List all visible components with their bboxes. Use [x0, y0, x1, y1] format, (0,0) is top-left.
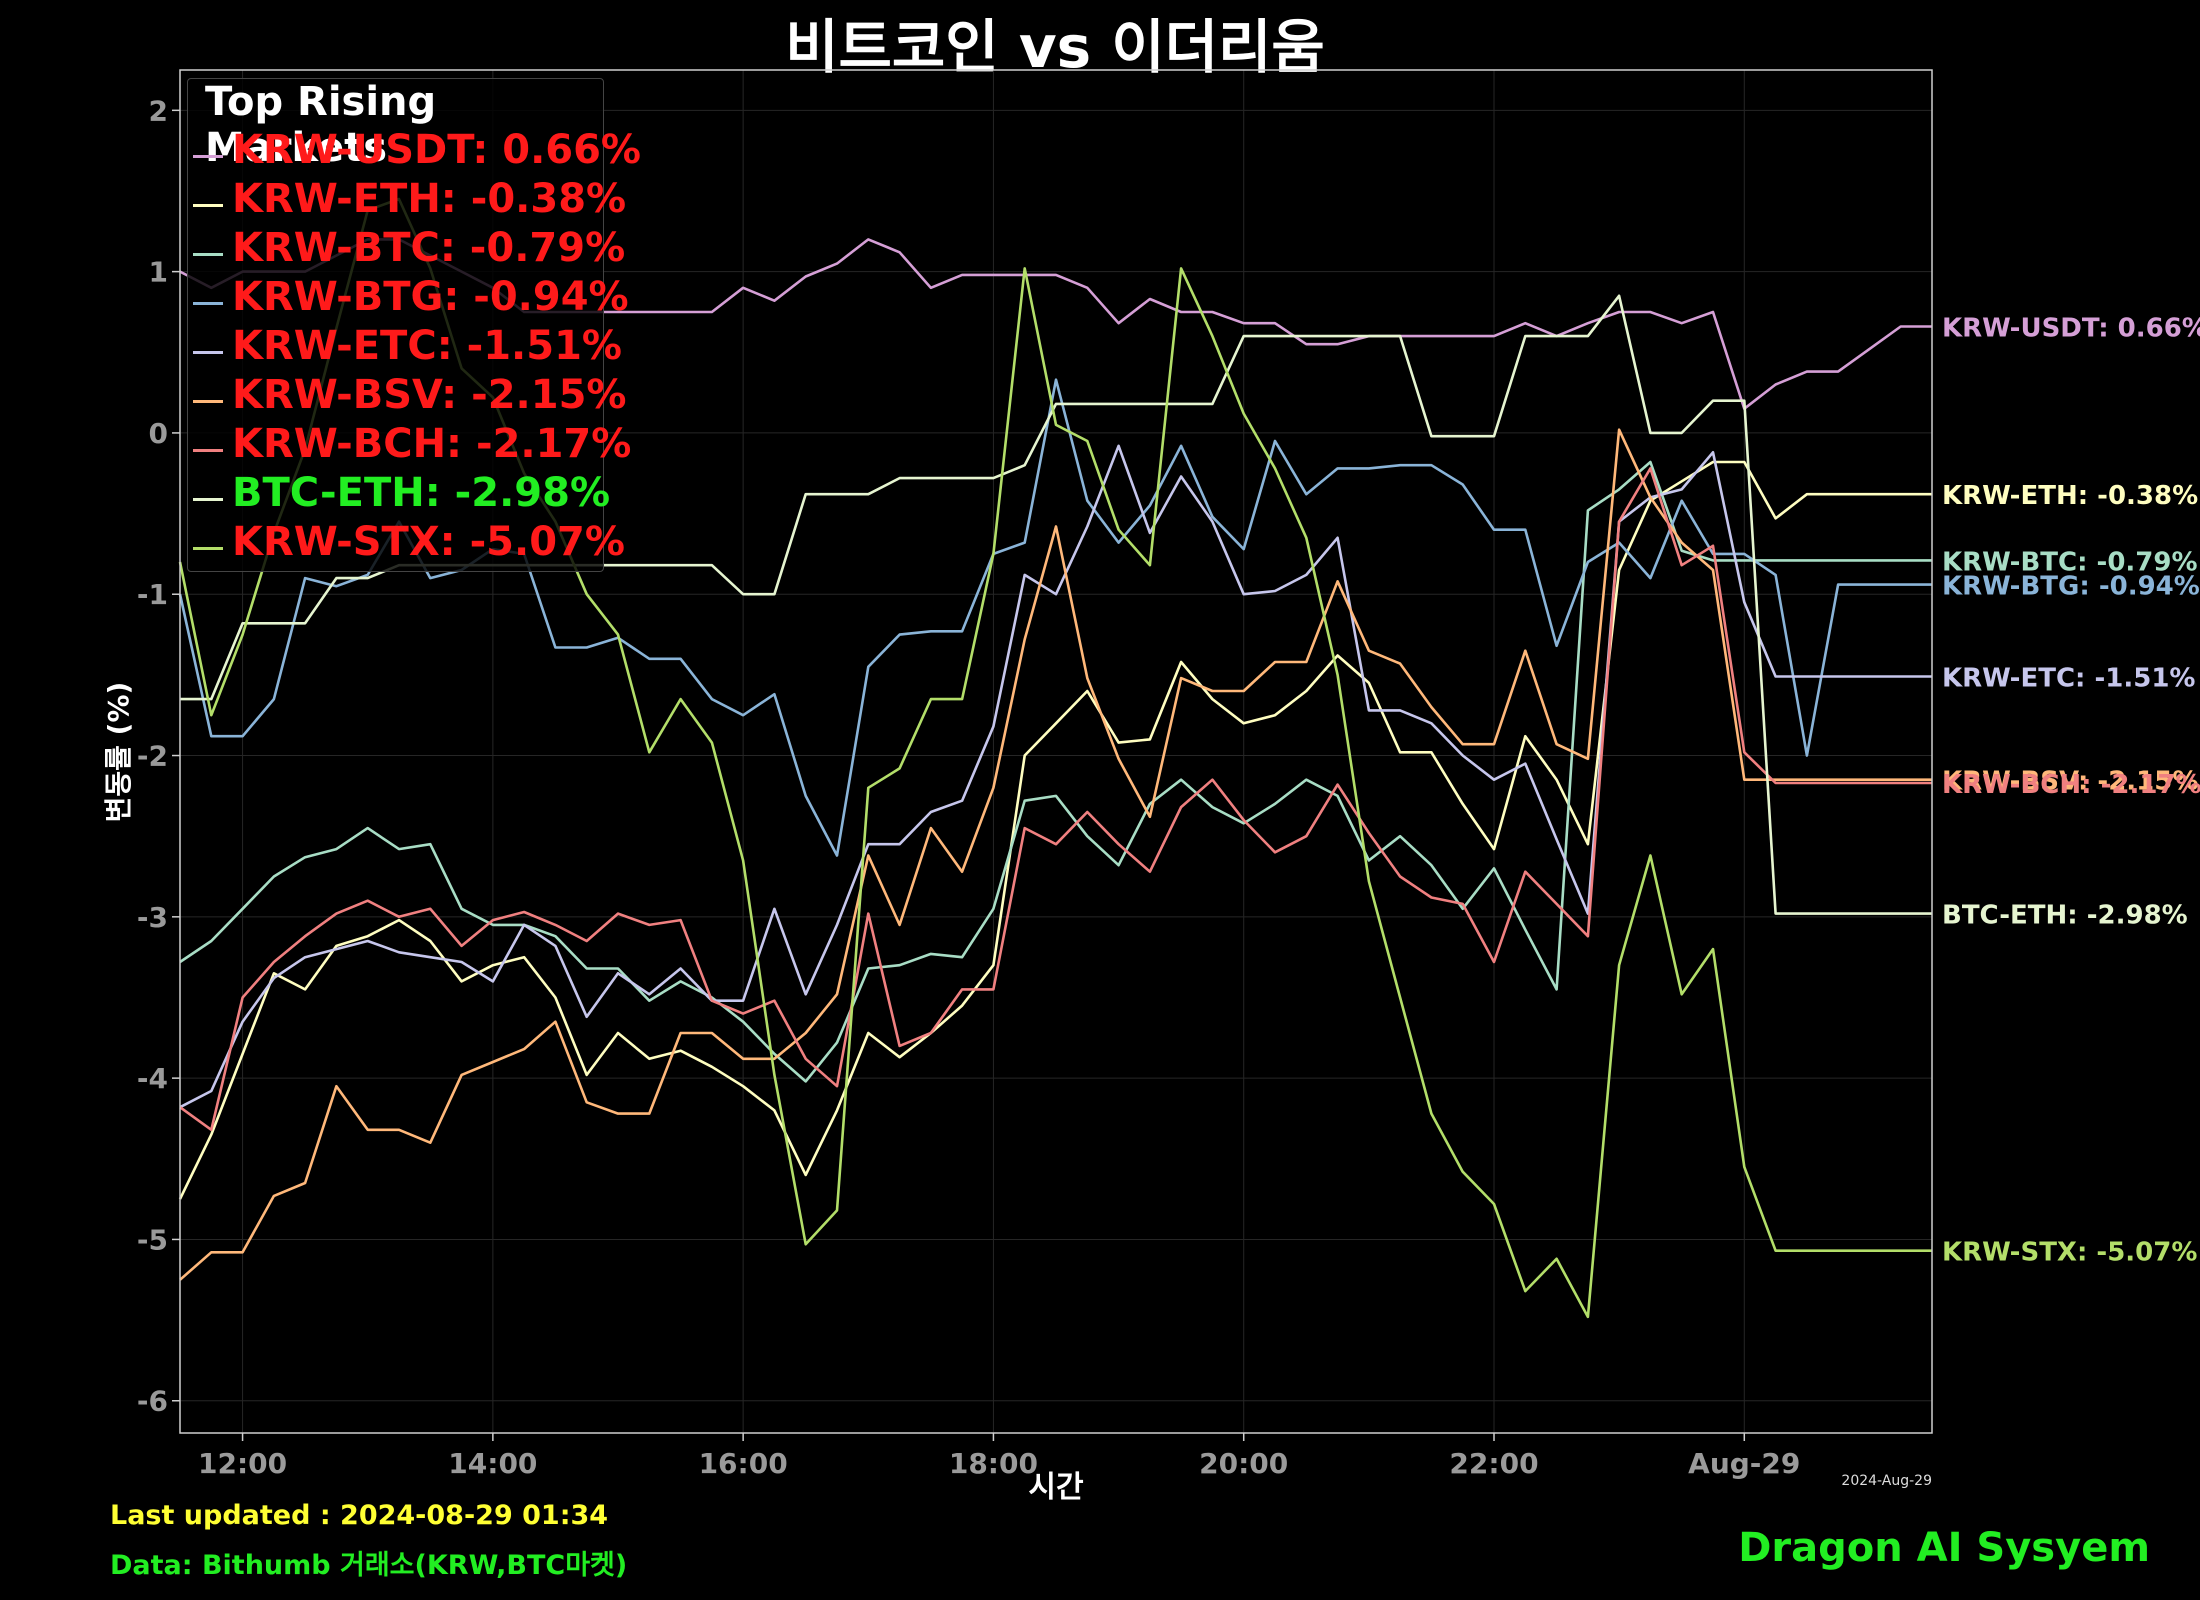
legend-item: KRW-BTC: -0.79%: [188, 225, 625, 274]
last-updated: Last updated : 2024-08-29 01:34: [110, 1500, 609, 1531]
legend-title: Top Rising Markets: [205, 79, 437, 171]
legend-label: KRW-ETH: -0.38%: [232, 176, 627, 222]
series-line-krw-etc: [179, 444, 1932, 1109]
legend-label: KRW-BTC: -0.79%: [232, 225, 626, 271]
end-label-krw-etc: KRW-ETC: -1.51%: [1942, 663, 2196, 693]
legend-label: KRW-ETC: -1.51%: [232, 323, 622, 369]
end-label-krw-usdt: KRW-USDT: 0.66%: [1942, 313, 2200, 343]
legend-label: KRW-BTG: -0.94%: [232, 274, 629, 320]
series-line-krw-bsv: [179, 428, 1932, 1281]
legend-item: KRW-BCH: -2.17%: [188, 421, 631, 470]
legend-item: KRW-BTG: -0.94%: [188, 274, 629, 323]
legend-swatch: [193, 253, 223, 256]
legend-item: BTC-ETH: -2.98%: [188, 470, 610, 519]
x-tick-label: 22:00: [1449, 1447, 1538, 1480]
series-line-krw-bch: [179, 467, 1932, 1132]
series-end-labels: KRW-USDT: 0.66% KRW-ETH: -0.38% KRW-BTC: -…: [1942, 313, 2200, 1267]
data-source: Data: Bithumb 거래소(KRW,BTC마켓): [110, 1550, 628, 1581]
y-tick-label: -5: [137, 1223, 168, 1256]
legend: Top Rising Markets KRW-USDT: 0.66% KRW-ET…: [187, 78, 641, 572]
y-axis-label: 변동률 (%): [102, 682, 135, 823]
x-tick-label: 12:00: [198, 1447, 287, 1480]
legend-item: KRW-ETC: -1.51%: [188, 323, 622, 372]
end-label-btc-eth: BTC-ETH: -2.98%: [1942, 901, 2188, 931]
plot-frame: [179, 69, 1933, 1434]
x-tick-label: Aug-29: [1688, 1447, 1800, 1480]
end-label-krw-btc: KRW-BTC: -0.79%: [1942, 547, 2198, 577]
legend-item: KRW-USDT: 0.66%: [188, 127, 641, 176]
legend-label: KRW-BSV: -2.15%: [232, 372, 627, 418]
legend-label: KRW-BCH: -2.17%: [232, 421, 632, 467]
legend-swatch: [193, 155, 223, 158]
legend-swatch: [193, 400, 223, 403]
legend-swatch: [193, 498, 223, 501]
x-axis-label: 시간: [1028, 1470, 1084, 1505]
y-tick-label: 0: [149, 417, 168, 450]
series-line-krw-eth: [178, 460, 1932, 1200]
brand-label: Dragon AI Sysyem: [1738, 1525, 2150, 1571]
y-tick-label: -2: [137, 740, 168, 773]
legend-item: KRW-ETH: -0.38%: [188, 176, 626, 225]
legend-swatch: [193, 449, 223, 452]
end-label-krw-btg: KRW-BTG: -0.94%: [1942, 572, 2200, 602]
y-tick-label: -6: [137, 1385, 168, 1418]
y-tick-label: 2: [149, 94, 168, 127]
x-tick-label: 18:00: [949, 1447, 1038, 1480]
legend-swatch: [193, 204, 223, 207]
end-label-krw-bsv: KRW-BSV: -2.15%: [1942, 767, 2198, 797]
legend-swatch: [193, 302, 223, 305]
x-tick-label: 20:00: [1199, 1447, 1288, 1480]
series-line-krw-btc: [179, 460, 1932, 1083]
legend-label: BTC-ETH: -2.98%: [232, 470, 611, 516]
x-tick-label: 14:00: [448, 1447, 537, 1480]
y-tick-label: -3: [137, 901, 168, 934]
legend-label: KRW-USDT: 0.66%: [232, 127, 642, 173]
legend-item: KRW-STX: -5.07%: [188, 519, 625, 568]
end-label-krw-eth: KRW-ETH: -0.38%: [1942, 481, 2198, 511]
end-label-krw-stx: KRW-STX: -5.07%: [1942, 1238, 2197, 1268]
x-tick-label: 16:00: [699, 1447, 788, 1480]
legend-item: KRW-BSV: -2.15%: [188, 372, 626, 421]
y-axis-ticks: 2 1 0 -1 -2 -3 -4 -5 -6: [137, 94, 180, 1418]
x-offset-label: 2024-Aug-29: [1841, 1473, 1932, 1489]
y-tick-label: -4: [137, 1062, 168, 1095]
legend-swatch: [193, 351, 223, 354]
y-tick-label: 1: [149, 256, 168, 289]
legend-swatch: [193, 547, 223, 550]
legend-label: KRW-STX: -5.07%: [232, 519, 625, 565]
x-axis-ticks: 12:00 14:00 16:00 18:00 20:00 22:00 Aug-29: [198, 1433, 1800, 1480]
y-tick-label: -1: [137, 578, 168, 611]
end-label-krw-bch: KRW-BCH: -2.17%: [1942, 770, 2200, 800]
